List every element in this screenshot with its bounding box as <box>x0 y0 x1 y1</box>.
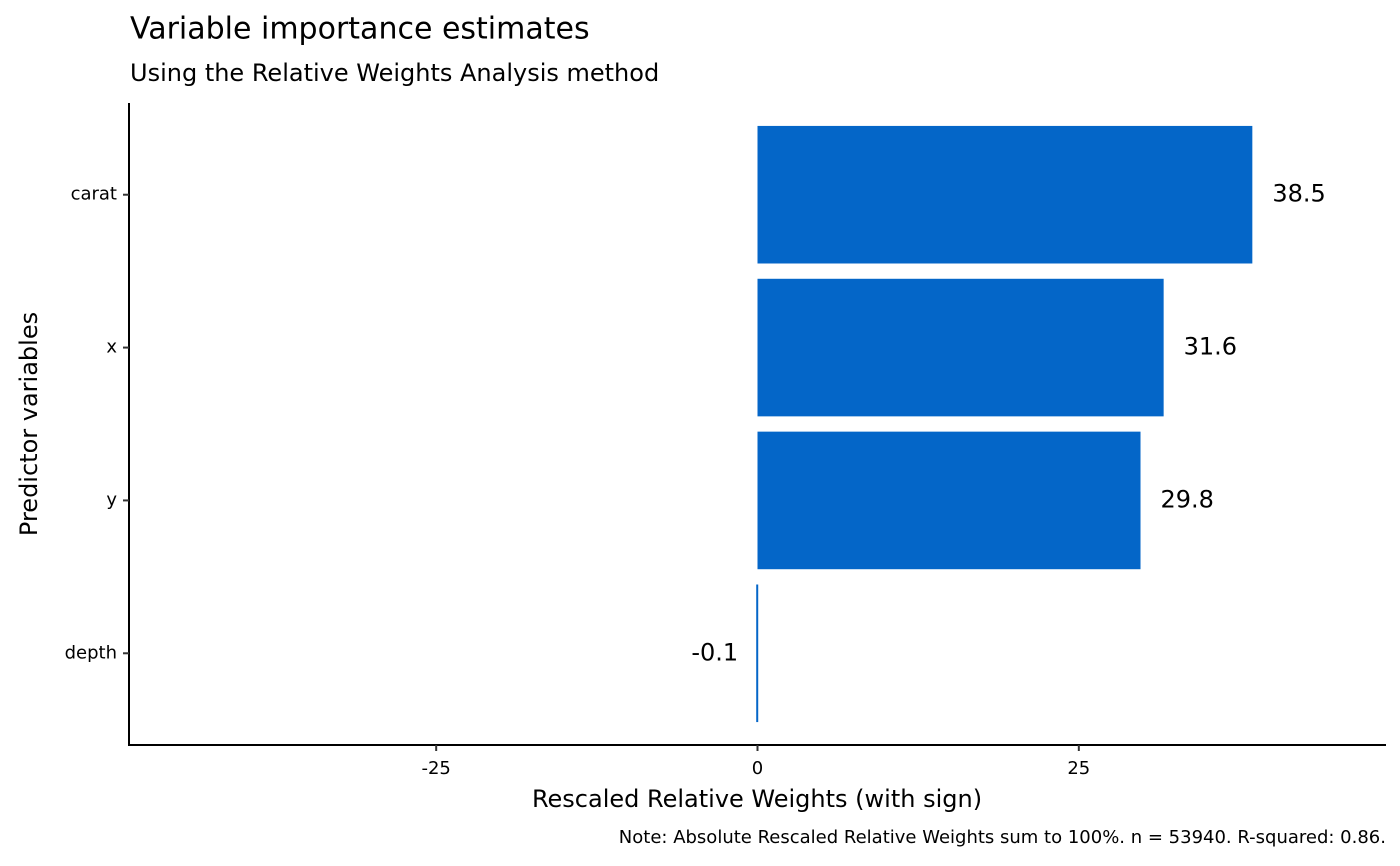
data-label: -0.1 <box>691 638 738 666</box>
x-tick-label: 0 <box>752 758 763 779</box>
y-tick-label: carat <box>71 184 117 205</box>
data-label: 29.8 <box>1161 485 1214 513</box>
x-tick-label: -25 <box>421 758 450 779</box>
y-tick-label: y <box>106 489 117 510</box>
x-axis-title: Rescaled Relative Weights (with sign) <box>532 785 982 813</box>
chart-title: Variable importance estimates <box>130 12 590 47</box>
data-label: 31.6 <box>1184 333 1237 361</box>
bar <box>757 431 1141 570</box>
y-tick-label: depth <box>65 642 117 663</box>
x-tick-label: 25 <box>1067 758 1090 779</box>
chart-subtitle: Using the Relative Weights Analysis meth… <box>130 59 659 87</box>
bar <box>757 125 1253 264</box>
bar <box>757 278 1164 417</box>
caption: Note: Absolute Rescaled Relative Weights… <box>619 827 1386 848</box>
y-axis-title: Predictor variables <box>15 312 43 536</box>
bar <box>756 584 759 723</box>
y-tick-label: x <box>106 337 117 358</box>
data-label: 38.5 <box>1272 180 1325 208</box>
